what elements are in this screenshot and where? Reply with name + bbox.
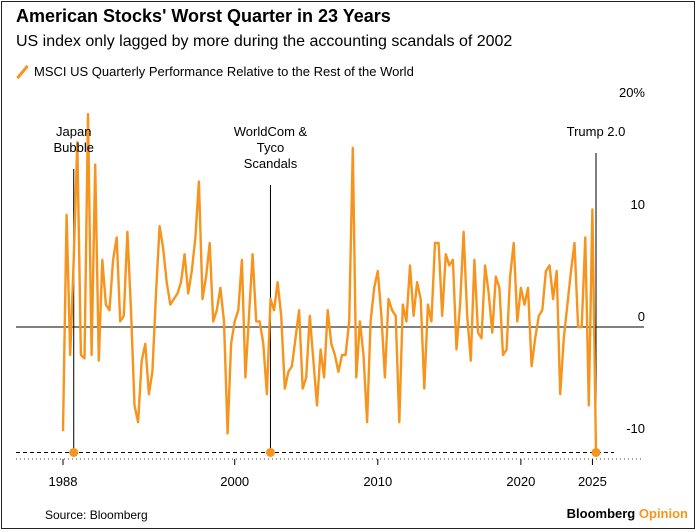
legend: MSCI US Quarterly Performance Relative t… (16, 64, 414, 79)
legend-label: MSCI US Quarterly Performance Relative t… (34, 64, 414, 79)
y-tick-label: 20% (619, 85, 645, 100)
chart-title: American Stocks' Worst Quarter in 23 Yea… (16, 6, 391, 26)
annotation-label: Scandals (244, 156, 298, 171)
y-tick-label: 0 (638, 309, 645, 324)
annotation-marker (591, 447, 601, 457)
annotation-label: Japan (56, 124, 91, 139)
annotation-label: Trump 2.0 (567, 124, 626, 139)
brand-accent: Opinion (638, 506, 688, 521)
annotation-marker (69, 447, 79, 457)
x-tick-label: 2000 (220, 474, 249, 489)
x-tick-label: 2010 (363, 474, 392, 489)
chart-subtitle: US index only lagged by more during the … (16, 33, 513, 50)
source-note: Source: Bloomberg (45, 508, 148, 522)
x-tick-label: 2025 (578, 474, 607, 489)
brand-main: Bloomberg (566, 506, 636, 521)
x-tick-label: 1988 (49, 474, 78, 489)
annotation-marker (265, 447, 275, 457)
brand-logo: Bloomberg Opinion (567, 506, 688, 521)
x-tick-label: 2020 (506, 474, 535, 489)
annotation-label: Tyco (257, 140, 284, 155)
y-tick-label: 10 (631, 197, 645, 212)
y-tick-label: -10 (626, 421, 645, 436)
annotation-label: Bubble (53, 140, 93, 155)
annotation-label: WorldCom & (234, 124, 308, 139)
series-line (61, 113, 598, 453)
